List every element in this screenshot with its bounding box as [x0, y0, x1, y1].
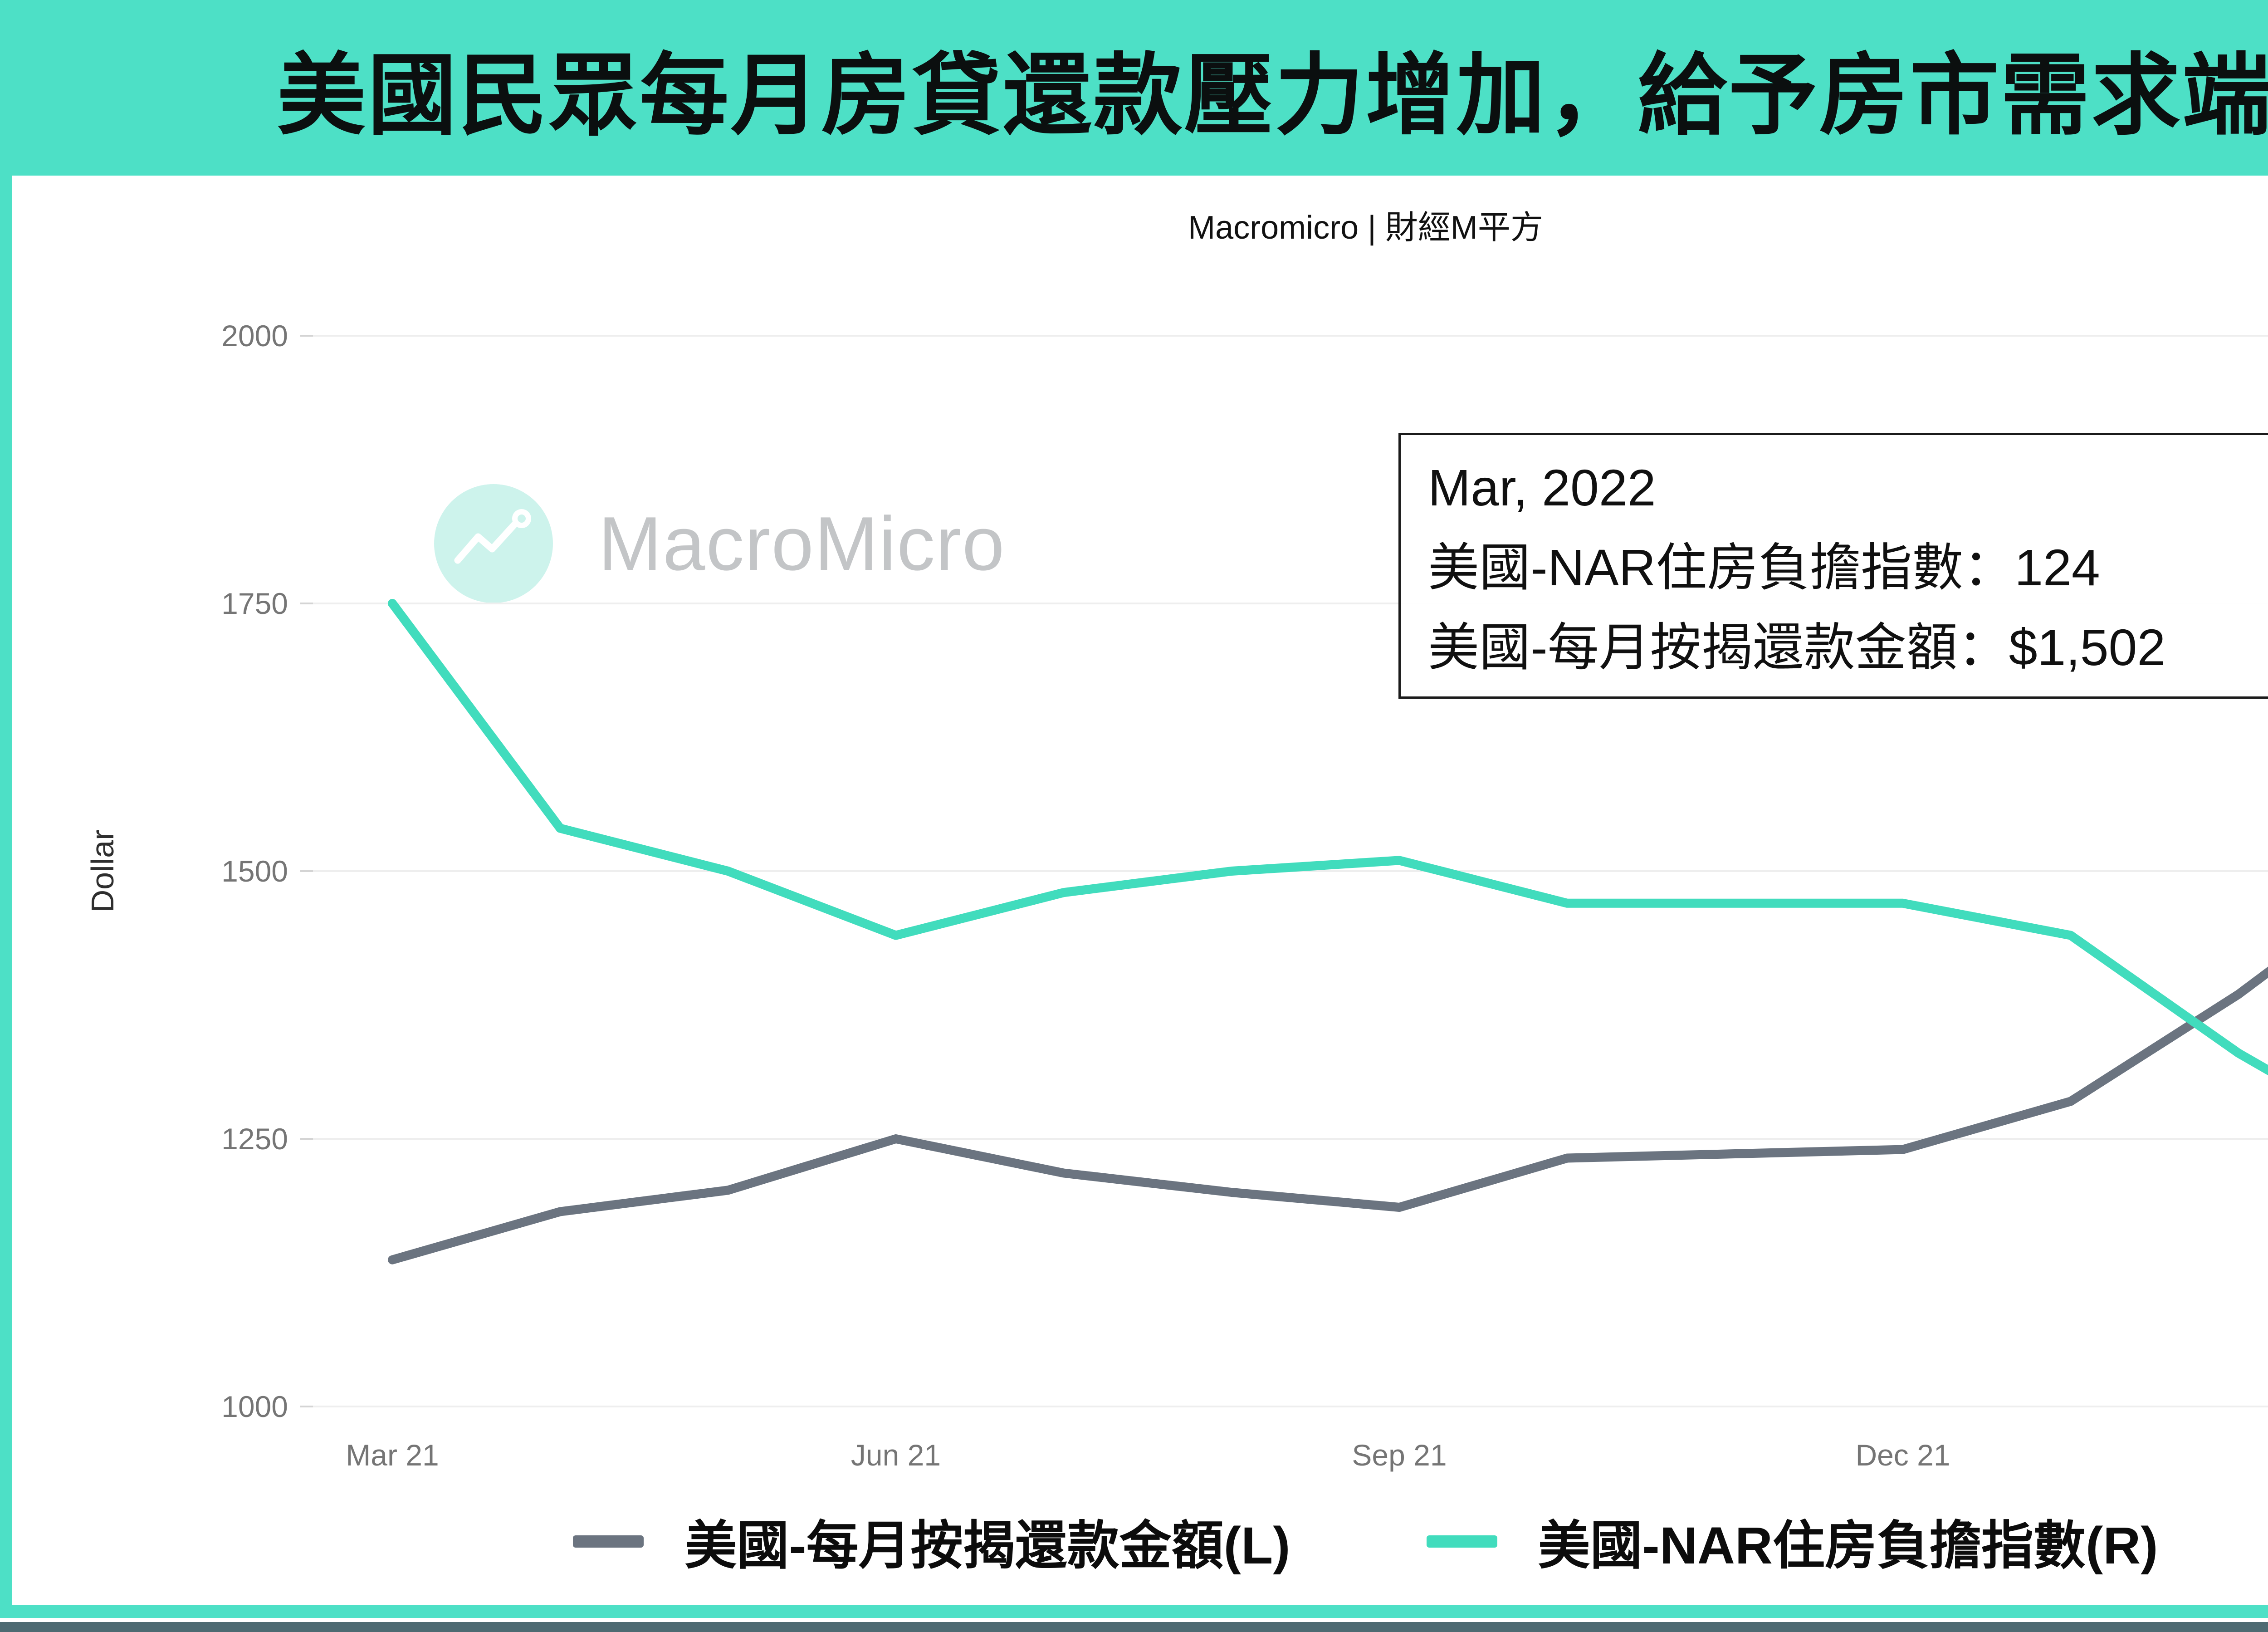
macromicro-logo-icon	[434, 484, 553, 603]
axes: 20002001750175150015012501251000100Mar 2…	[85, 319, 1950, 1472]
tooltip: Mar, 2022 美國-NAR住房負擔指數：124 美國-每月按揭還款金額：$…	[1398, 433, 2268, 699]
legend-dash-nar	[1426, 1535, 1497, 1548]
watermark-text: MacroMicro	[598, 500, 1006, 586]
legend-label-monthly-payment: 美國-每月按揭還款金額(L)	[684, 1517, 1290, 1575]
svg-text:1750: 1750	[221, 587, 288, 620]
svg-text:Dollar: Dollar	[85, 830, 120, 913]
tooltip-line-monthly-payment: 美國-每月按揭還款金額：$1,502	[1428, 619, 2166, 676]
legend-item-monthly-payment[interactable]: 美國-每月按揭還款金額(L)	[573, 1504, 1290, 1579]
svg-text:1500: 1500	[221, 854, 288, 888]
page-title: 美國民眾每月房貸還款壓力增加，給予房市需求端壓力	[277, 46, 2268, 145]
header: 美國民眾每月房貸還款壓力增加，給予房市需求端壓力	[0, 0, 2268, 176]
legend-dash-payment	[573, 1535, 644, 1548]
chart-card: Macromicro | 財經M平方 MacroMicro 2000200175…	[12, 176, 2268, 1605]
svg-text:Jun 21: Jun 21	[851, 1438, 941, 1472]
chart-source-caption: Macromicro | 財經M平方	[1188, 210, 1543, 246]
footer-divider	[0, 1618, 2268, 1622]
zigzag-chart-icon	[454, 509, 531, 564]
tooltip-line-nar-index: 美國-NAR住房負擔指數：124	[1428, 539, 2100, 596]
footer-bar	[0, 1622, 2268, 1632]
macromicro-watermark: MacroMicro	[434, 484, 1005, 603]
svg-text:1250: 1250	[221, 1122, 288, 1156]
data-series	[388, 599, 2268, 1264]
legend: 美國-每月按揭還款金額(L) 美國-NAR住房負擔指數(R)	[12, 1496, 2268, 1587]
tooltip-date: Mar, 2022	[1428, 459, 1656, 516]
svg-text:Sep 21: Sep 21	[1352, 1438, 1447, 1472]
svg-text:2000: 2000	[221, 319, 288, 353]
legend-item-nar-index[interactable]: 美國-NAR住房負擔指數(R)	[1426, 1504, 2158, 1579]
svg-text:1000: 1000	[221, 1390, 288, 1423]
svg-text:Mar 21: Mar 21	[346, 1438, 439, 1472]
svg-text:Dec 21: Dec 21	[1855, 1438, 1950, 1472]
legend-label-nar-index: 美國-NAR住房負擔指數(R)	[1538, 1517, 2158, 1575]
